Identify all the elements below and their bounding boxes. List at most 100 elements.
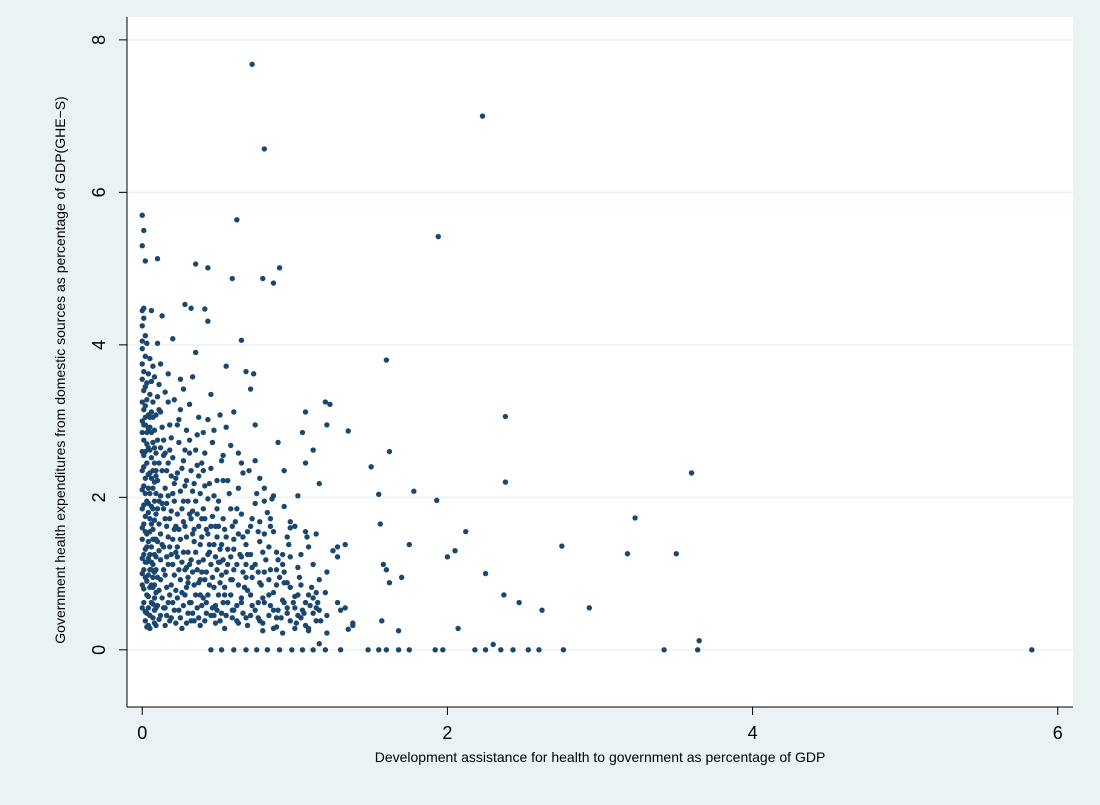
scatter-point [211,427,217,433]
scatter-point [275,439,281,446]
x-axis-label: Development assistance for health to gov… [375,749,826,765]
scatter-point [186,561,193,568]
scatter-point [238,460,245,466]
scatter-point [293,620,300,626]
scatter-point [142,448,149,455]
scatter-point [452,548,458,554]
scatter-point [168,473,174,479]
scatter-point [255,569,261,575]
scatter-point [225,599,231,606]
scatter-point [139,570,145,577]
scatter-point [273,567,280,573]
plot-area [127,17,1073,707]
scatter-point [186,511,193,517]
scatter-point [206,549,213,555]
scatter-point [267,515,274,522]
scatter-point [194,462,200,469]
scatter-point [337,647,344,653]
scatter-point [257,519,263,525]
scatter-point [295,493,301,499]
scatter-point [151,582,158,588]
scatter-point [212,554,219,560]
scatter-point [279,561,286,568]
grid-lines [127,39,1073,651]
scatter-point [144,460,150,466]
scatter-point [144,380,150,386]
scatter-point [406,541,412,548]
scatter-point [148,409,155,415]
scatter-point [284,610,290,616]
scatter-point [229,275,235,282]
scatter-point [176,567,182,573]
scatter-point [202,515,208,522]
scatter-point [231,647,237,653]
scatter-point [165,460,171,466]
scatter-point [304,534,310,540]
scatter-point [197,622,203,629]
scatter-point [173,475,179,481]
scatter-point [154,255,161,262]
scatter-point [154,393,161,400]
scatter-point [209,574,216,581]
scatter-point [139,376,145,382]
scatter-point [170,561,176,568]
scatter-point [411,488,417,494]
scatter-point [273,582,280,588]
scatter-point [156,381,162,388]
scatter-point [228,506,234,512]
scatter-point [218,541,225,548]
scatter-point [310,595,316,601]
scatter-point [252,607,258,613]
scatter-point [173,620,179,626]
scatter-point [214,567,220,573]
scatter-point [322,589,329,596]
scatter-point [270,280,277,286]
scatter-point [267,602,274,609]
scatter-point [290,599,297,606]
y-tick-label: 4 [89,340,109,350]
scatter-point [435,233,441,240]
scatter-point [150,574,156,581]
scatter-point [139,323,145,329]
scatter-point [139,605,145,611]
scatter-point [151,479,158,485]
data-points [139,61,1035,653]
scatter-point [156,548,162,554]
scatter-point [205,496,211,502]
scatter-point [154,340,161,347]
scatter-point [211,493,217,499]
scatter-point [145,538,152,545]
scatter-point [191,582,197,588]
scatter-point [185,549,191,555]
scatter-point [205,592,211,598]
scatter-point [156,616,162,623]
scatter-point [196,559,202,565]
scatter-point [334,599,341,606]
scatter-point [151,551,158,558]
scatter-point [270,607,277,613]
scatter-point [257,580,263,586]
scatter-point [163,500,170,507]
scatter-point [215,559,222,565]
scatter-point [191,618,197,624]
scatter-point [238,511,245,517]
y-tick-label: 6 [89,187,109,197]
scatter-point [225,546,231,552]
scatter-point [208,465,214,472]
scatter-point [142,513,149,520]
scatter-point [322,647,329,653]
scatter-point [150,399,156,405]
scatter-point [186,450,193,456]
scatter-point [292,523,298,530]
scatter-point [141,422,147,428]
scatter-point [209,605,216,611]
scatter-point [263,557,269,563]
scatter-point [150,363,156,369]
scatter-point [308,584,315,590]
scatter-point [159,595,165,601]
scatter-point [174,554,181,560]
scatter-point [156,587,162,594]
scatter-point [147,612,153,619]
scatter-point [170,599,176,606]
